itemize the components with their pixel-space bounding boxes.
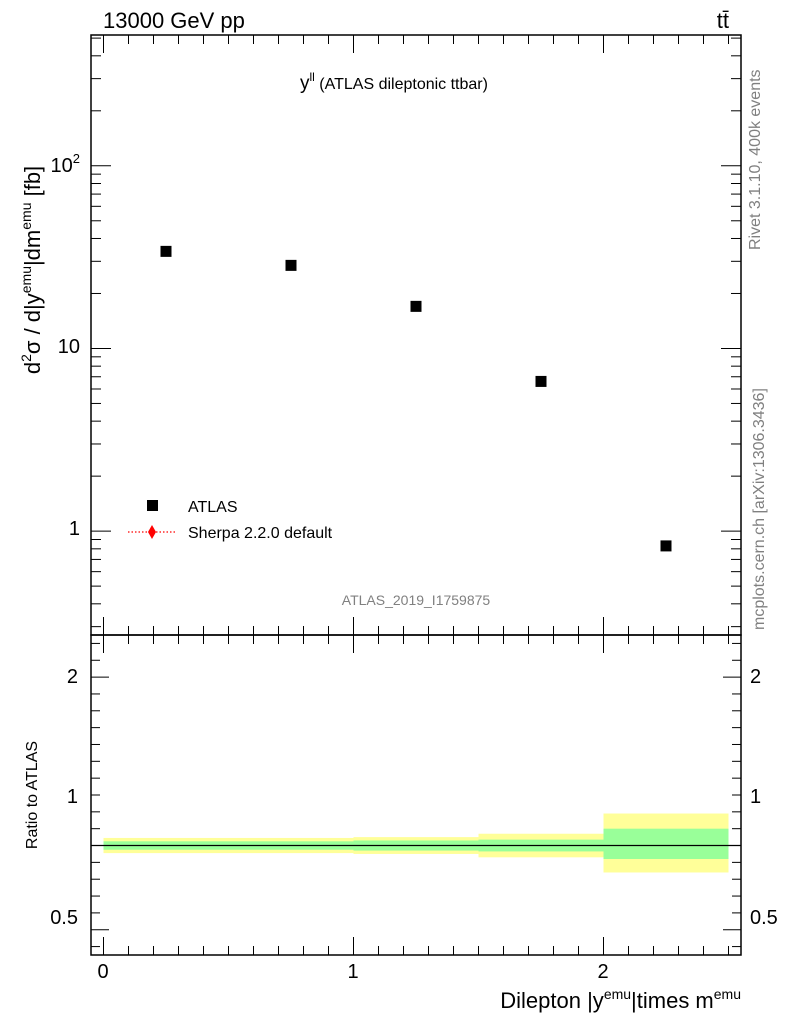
y-tick-label-100: 102 — [51, 151, 80, 177]
ratio-y-tick-1-left: 1 — [67, 786, 78, 808]
ratio-y-tick-2-left: 2 — [67, 666, 78, 688]
x-tick-label-2: 2 — [597, 961, 608, 983]
y-tick-label-1: 1 — [69, 518, 80, 540]
legend-atlas-label: ATLAS — [188, 499, 238, 516]
x-tick-label-0: 0 — [97, 961, 108, 983]
main-axis-ticks — [91, 35, 741, 635]
ratio-frame — [90, 634, 742, 956]
x-axis-title: Dilepton |yemu|times memu — [500, 986, 741, 1013]
main-frame — [90, 34, 742, 636]
ratio-y-axis-title: Ratio to ATLAS — [24, 741, 41, 849]
ratio-y-tick-0.5-right: 0.5 — [750, 907, 778, 929]
ratio-panel: Ratio to ATLAS 2 1 0.5 2 1 0.5 0 1 2 Dil… — [24, 634, 778, 1013]
main-panel: yll (ATLAS dileptonic ttbar) ATLAS_2019_… — [18, 34, 742, 636]
atlas-data-point — [410, 300, 422, 312]
y-tick-label-10: 10 — [58, 336, 80, 358]
x-tick-label-1: 1 — [347, 961, 358, 983]
legend-sherpa-label: Sherpa 2.2.0 default — [188, 525, 333, 542]
ratio-y-tick-1-right: 1 — [750, 786, 761, 808]
collision-energy-label: 13000 GeV pp — [103, 8, 245, 33]
analysis-watermark: ATLAS_2019_I1759875 — [342, 592, 491, 608]
legend-atlas-marker — [147, 500, 158, 511]
atlas-data-point — [660, 540, 672, 552]
legend-sherpa-marker — [148, 525, 156, 539]
atlas-data-point — [285, 259, 297, 271]
plot-title: yll (ATLAS dileptonic ttbar) — [300, 70, 488, 94]
ratio-y-tick-2-right: 2 — [750, 666, 761, 688]
ratio-bands — [91, 813, 741, 873]
ratio-y-tick-0.5-left: 0.5 — [50, 907, 78, 929]
legend: ATLAS Sherpa 2.2.0 default — [128, 499, 333, 542]
y-axis-title: d2σ / d|yemu|dmemu [fb] — [18, 166, 45, 374]
source-url-label: mcplots.cern.ch [arXiv:1306.3436] — [751, 388, 768, 630]
atlas-data-point — [535, 375, 547, 387]
data-points — [160, 245, 672, 552]
process-label: tt̄ — [717, 8, 729, 33]
rivet-version-label: Rivet 3.1.10, 400k events — [747, 69, 764, 250]
atlas-data-point — [160, 245, 172, 257]
ratio-axis-ticks — [91, 635, 741, 955]
stat-uncertainty-band — [603, 828, 729, 859]
